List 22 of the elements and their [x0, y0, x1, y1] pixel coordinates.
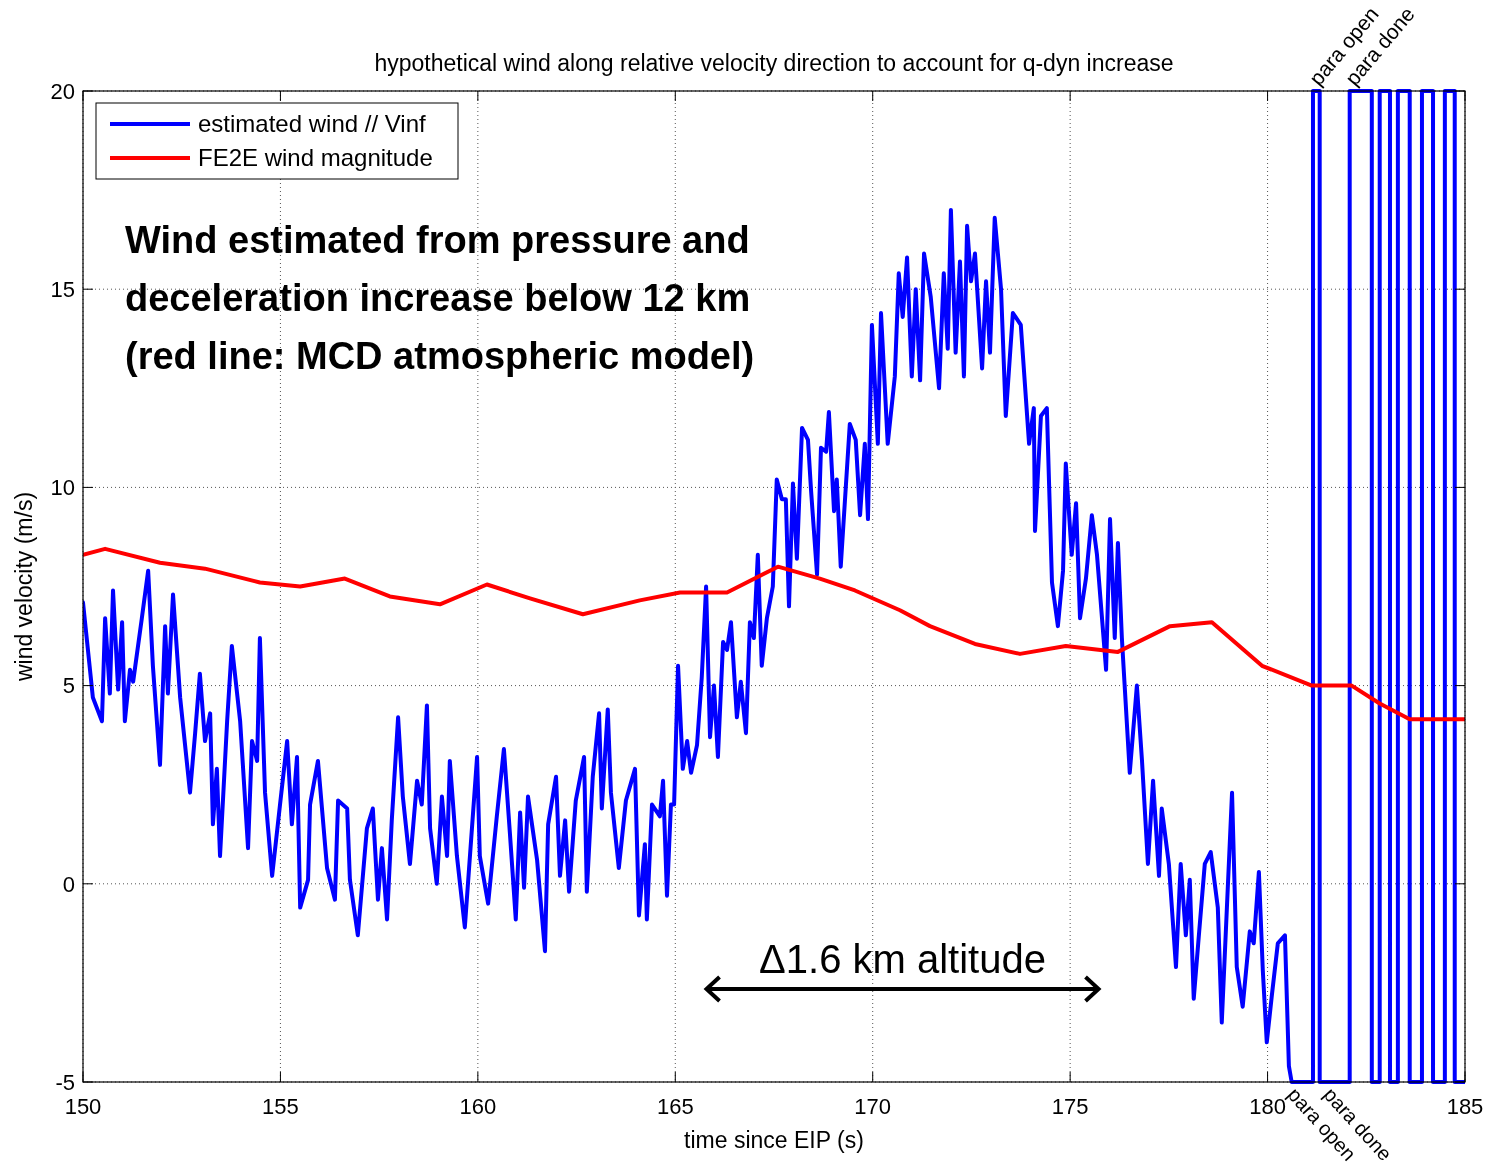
y-tick-label: 20 [50, 78, 75, 104]
line-series [83, 546, 1465, 722]
x-tick-label: 160 [459, 1094, 497, 1119]
y-tick-label: 10 [50, 475, 75, 501]
x-tick-label: 175 [1051, 1094, 1089, 1119]
x-tick-label: 150 [64, 1094, 102, 1119]
chart-title: hypothetical wind along relative velocity direction to account for q-dyn increase [374, 50, 1174, 76]
annotation: Wind estimated from pressure and deceleration increase below 12 km (red line: MCD atmospheric model) [125, 219, 755, 377]
y-tick-label: 0 [62, 871, 75, 897]
x-tick-label: 170 [854, 1094, 892, 1119]
y-tick-label: 5 [62, 673, 75, 699]
y-tick-label: -5 [55, 1069, 75, 1095]
x-tick-label: 165 [656, 1094, 694, 1119]
legend-label: estimated wind // Vinf [198, 110, 426, 138]
line-series [83, 89, 1465, 1084]
x-tick-label: 155 [262, 1094, 299, 1119]
y-tick-label: 15 [50, 276, 75, 302]
annotation: Δ1.6 km altitude [759, 936, 1046, 981]
x-tick-label: 185 [1446, 1094, 1484, 1119]
x-axis-title: time since EIP (s) [684, 1127, 864, 1153]
y-axis-title: wind velocity (m/s) [11, 491, 37, 683]
legend-label: FE2E wind magnitude [198, 144, 433, 172]
